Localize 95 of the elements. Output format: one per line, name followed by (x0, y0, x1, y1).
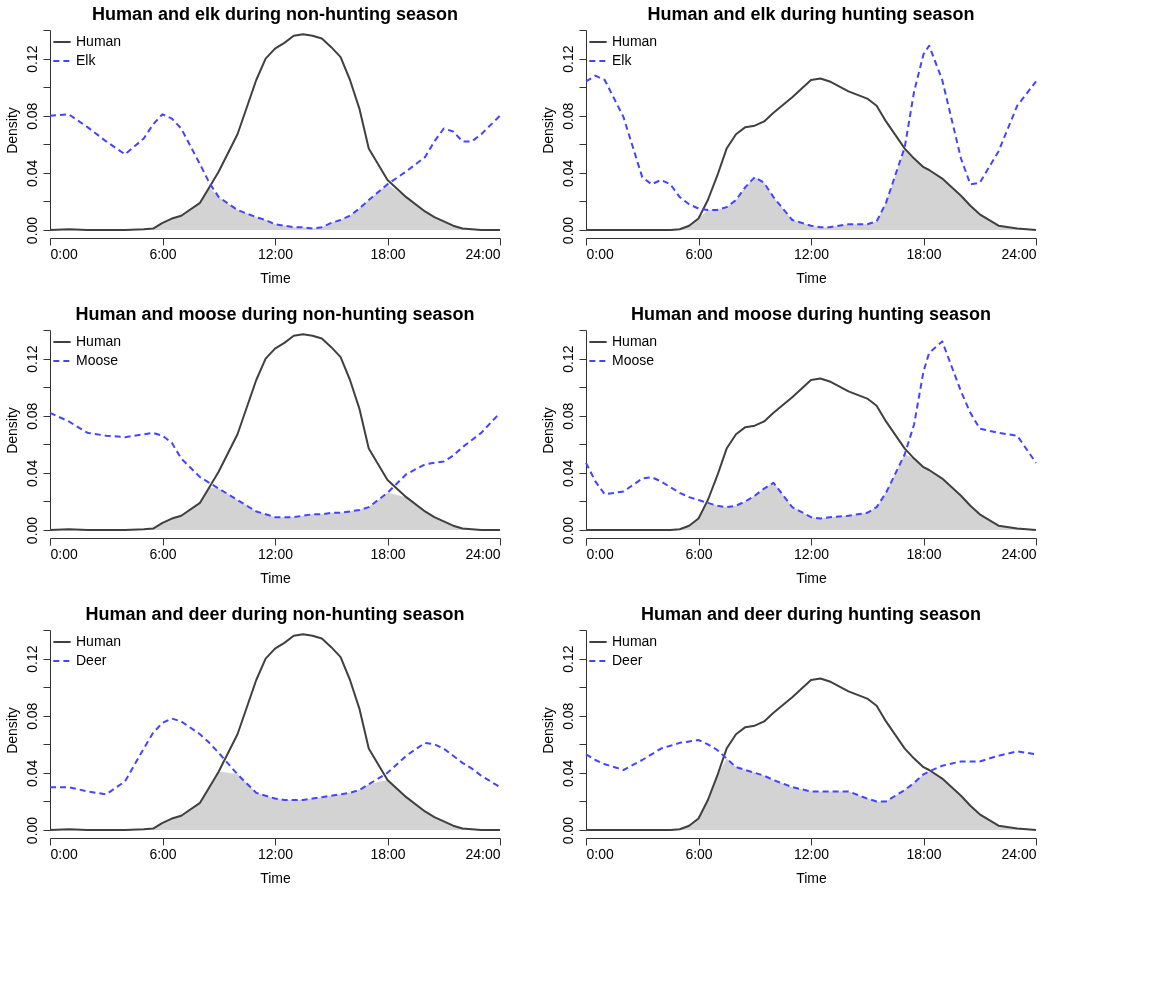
x-tick-label: 24:00 (1001, 845, 1037, 862)
y-tick-label: 0.12 (559, 645, 576, 673)
line-series (585, 739, 1037, 803)
x-tick-label: 0:00 (586, 545, 614, 562)
x-tick-label: 24:00 (1001, 545, 1037, 562)
y-tick-label: 0.08 (23, 402, 40, 430)
chart-title: Human and moose during hunting season (630, 303, 992, 324)
x-tick-label: 12:00 (257, 845, 294, 862)
y-tick-label: 0.12 (559, 345, 576, 373)
x-tick-label: 12:00 (793, 245, 830, 262)
y-axis-title: Density (539, 707, 556, 754)
y-axis-title: Density (3, 407, 20, 454)
x-axis-title: Time (260, 269, 292, 286)
x-tick-label: 18:00 (906, 845, 942, 862)
legend-label: Human (76, 33, 122, 49)
chart-title: Human and moose during non-hunting season (75, 303, 475, 324)
y-tick-label: 0.00 (559, 816, 576, 845)
x-tick-label: 0:00 (586, 245, 614, 262)
legend-label: Elk (76, 52, 97, 68)
line-series (585, 44, 1037, 229)
x-axis-title: Time (796, 869, 828, 886)
y-tick-label: 0.12 (559, 45, 576, 73)
y-tick-label: 0.00 (23, 816, 40, 845)
legend-label: Human (76, 633, 122, 649)
chart-title: Human and elk during hunting season (647, 3, 975, 24)
line-series (49, 113, 501, 230)
x-tick-label: 18:00 (906, 245, 942, 262)
x-tick-label: 24:00 (465, 845, 501, 862)
chart-title: Human and deer during hunting season (640, 603, 982, 624)
chart-title: Human and elk during non-hunting season (91, 3, 459, 24)
y-tick-label: 0.08 (23, 702, 40, 730)
x-tick-label: 6:00 (685, 245, 713, 262)
x-tick-label: 18:00 (370, 245, 406, 262)
y-tick-label: 0.08 (559, 402, 576, 430)
x-tick-label: 18:00 (906, 545, 942, 562)
legend-label: Human (612, 633, 658, 649)
y-tick-label: 0.08 (23, 102, 40, 130)
x-tick-label: 0:00 (50, 845, 78, 862)
y-tick-label: 0.00 (559, 216, 576, 245)
x-axis-title: Time (796, 569, 828, 586)
y-axis-title: Density (539, 407, 556, 454)
legend-label: Human (612, 333, 658, 349)
y-tick-label: 0.00 (23, 216, 40, 245)
x-tick-label: 12:00 (257, 245, 294, 262)
y-tick-label: 0.04 (23, 759, 40, 787)
y-tick-label: 0.08 (559, 102, 576, 130)
y-axis-title: Density (3, 107, 20, 154)
line-series (49, 33, 501, 231)
x-tick-label: 12:00 (793, 845, 830, 862)
legend-label: Deer (612, 652, 643, 668)
x-tick-label: 12:00 (257, 545, 294, 562)
x-tick-label: 24:00 (1001, 245, 1037, 262)
line-series (585, 377, 1037, 531)
y-tick-label: 0.04 (23, 459, 40, 487)
chart-title: Human and deer during non-hunting season (85, 603, 465, 624)
line-series (49, 633, 501, 831)
x-tick-label: 6:00 (685, 545, 713, 562)
x-tick-label: 18:00 (370, 545, 406, 562)
x-tick-label: 0:00 (586, 845, 614, 862)
y-tick-label: 0.04 (23, 159, 40, 187)
x-tick-label: 6:00 (149, 245, 177, 262)
x-tick-label: 6:00 (149, 545, 177, 562)
x-tick-label: 0:00 (50, 545, 78, 562)
line-series (49, 717, 501, 801)
y-tick-label: 0.12 (23, 45, 40, 73)
legend-label: Moose (76, 352, 119, 368)
x-axis-title: Time (260, 869, 292, 886)
x-tick-label: 6:00 (685, 845, 713, 862)
x-tick-label: 18:00 (370, 845, 406, 862)
x-tick-label: 24:00 (465, 245, 501, 262)
line-series (585, 677, 1037, 831)
legend-label: Human (76, 333, 122, 349)
x-axis-title: Time (796, 269, 828, 286)
y-tick-label: 0.00 (559, 516, 576, 545)
y-tick-label: 0.04 (559, 159, 576, 187)
y-tick-label: 0.12 (23, 645, 40, 673)
y-tick-label: 0.12 (23, 345, 40, 373)
line-series (585, 77, 1037, 231)
legend-label: Elk (612, 52, 633, 68)
y-tick-label: 0.00 (23, 516, 40, 545)
x-tick-label: 0:00 (50, 245, 78, 262)
legend-label: Human (612, 33, 658, 49)
y-tick-label: 0.04 (559, 759, 576, 787)
legend-label: Deer (76, 652, 107, 668)
y-axis-title: Density (539, 107, 556, 154)
line-series (49, 411, 501, 519)
x-tick-label: 12:00 (793, 545, 830, 562)
y-tick-label: 0.08 (559, 702, 576, 730)
y-axis-title: Density (3, 707, 20, 754)
y-tick-label: 0.04 (559, 459, 576, 487)
x-axis-title: Time (260, 569, 292, 586)
line-series (49, 333, 501, 531)
x-tick-label: 24:00 (465, 545, 501, 562)
x-tick-label: 6:00 (149, 845, 177, 862)
legend-label: Moose (612, 352, 655, 368)
